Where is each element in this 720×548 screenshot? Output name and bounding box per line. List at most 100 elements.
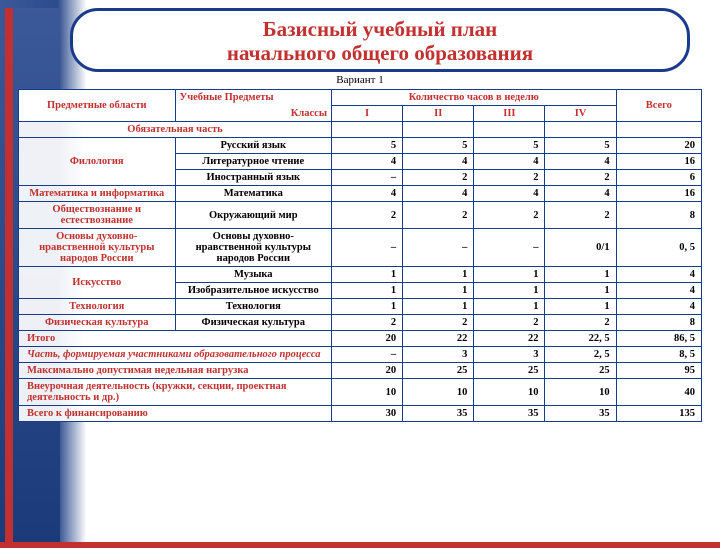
subject-cell: Физическая культура <box>175 315 332 331</box>
footer-label: Всего к финансированию <box>19 406 332 422</box>
footer-value: 3 <box>474 347 545 363</box>
footer-value: 30 <box>332 406 403 422</box>
area-cell: Обществознание и естествознание <box>19 202 176 229</box>
value-cell: 5 <box>332 138 403 154</box>
th-grade-1: I <box>332 106 403 122</box>
mandatory-section-label: Обязательная часть <box>19 122 332 138</box>
footer-value: 22 <box>403 331 474 347</box>
area-cell: Искусство <box>19 267 176 299</box>
value-cell: 16 <box>616 186 701 202</box>
empty-cell <box>332 122 403 138</box>
value-cell: 4 <box>616 283 701 299</box>
footer-value: 20 <box>332 363 403 379</box>
area-cell: Физическая культура <box>19 315 176 331</box>
subject-cell: Окружающий мир <box>175 202 332 229</box>
value-cell: 1 <box>403 267 474 283</box>
value-cell: 6 <box>616 170 701 186</box>
value-cell: 1 <box>332 283 403 299</box>
value-cell: 5 <box>545 138 616 154</box>
th-grade-3: III <box>474 106 545 122</box>
th-subjects-label: Учебные Предметы <box>180 92 274 103</box>
value-cell: 2 <box>332 315 403 331</box>
th-grade-4: IV <box>545 106 616 122</box>
footer-value: 22, 5 <box>545 331 616 347</box>
area-cell: Математика и информатика <box>19 186 176 202</box>
footer-value: 35 <box>403 406 474 422</box>
value-cell: 2 <box>403 170 474 186</box>
value-cell: 4 <box>545 186 616 202</box>
value-cell: – <box>474 229 545 267</box>
footer-value: 25 <box>474 363 545 379</box>
footer-value: 95 <box>616 363 701 379</box>
footer-label: Внеурочная деятельность (кружки, секции,… <box>19 379 332 406</box>
curriculum-table-wrap: Предметные области Учебные Предметы Клас… <box>18 89 702 422</box>
footer-value: 25 <box>403 363 474 379</box>
footer-value: 8, 5 <box>616 347 701 363</box>
table-head: Предметные области Учебные Предметы Клас… <box>19 90 702 122</box>
value-cell: 2 <box>474 315 545 331</box>
footer-label: Максимально допустимая недельная нагрузк… <box>19 363 332 379</box>
value-cell: 5 <box>474 138 545 154</box>
th-areas: Предметные области <box>19 90 176 122</box>
value-cell: 4 <box>474 154 545 170</box>
value-cell: 8 <box>616 202 701 229</box>
value-cell: 4 <box>403 186 474 202</box>
value-cell: 20 <box>616 138 701 154</box>
empty-cell <box>616 122 701 138</box>
subject-cell: Основы духовно-нравственной культуры нар… <box>175 229 332 267</box>
footer-value: 86, 5 <box>616 331 701 347</box>
empty-cell <box>545 122 616 138</box>
empty-cell <box>474 122 545 138</box>
footer-value: 10 <box>474 379 545 406</box>
value-cell: 5 <box>403 138 474 154</box>
title-line-1: Базисный учебный план <box>263 17 498 41</box>
value-cell: 0/1 <box>545 229 616 267</box>
subject-cell: Изобразительное искусство <box>175 283 332 299</box>
area-cell: Технология <box>19 299 176 315</box>
area-cell: Основы духовно-нравственной культуры нар… <box>19 229 176 267</box>
empty-cell <box>403 122 474 138</box>
value-cell: 8 <box>616 315 701 331</box>
value-cell: 1 <box>545 283 616 299</box>
value-cell: 4 <box>332 154 403 170</box>
value-cell: 4 <box>403 154 474 170</box>
value-cell: 2 <box>403 202 474 229</box>
curriculum-table: Предметные области Учебные Предметы Клас… <box>18 89 702 422</box>
th-grade-2: II <box>403 106 474 122</box>
th-classes-label: Классы <box>291 108 327 119</box>
area-cell: Филология <box>19 138 176 186</box>
footer-value: – <box>332 347 403 363</box>
value-cell: – <box>403 229 474 267</box>
value-cell: 2 <box>403 315 474 331</box>
title-banner: Базисный учебный план начального общего … <box>70 8 690 72</box>
th-subjects: Учебные Предметы Классы <box>175 90 332 122</box>
footer-value: 22 <box>474 331 545 347</box>
value-cell: 2 <box>474 202 545 229</box>
value-cell: 1 <box>403 283 474 299</box>
value-cell: 1 <box>545 267 616 283</box>
footer-value: 40 <box>616 379 701 406</box>
footer-value: 35 <box>474 406 545 422</box>
table-body: Обязательная частьФилологияРусский язык5… <box>19 122 702 422</box>
value-cell: 4 <box>545 154 616 170</box>
value-cell: 1 <box>403 299 474 315</box>
value-cell: 16 <box>616 154 701 170</box>
subject-cell: Русский язык <box>175 138 332 154</box>
value-cell: 1 <box>545 299 616 315</box>
th-total: Всего <box>616 90 701 122</box>
subject-cell: Музыка <box>175 267 332 283</box>
value-cell: 2 <box>474 170 545 186</box>
bottom-red-bar <box>0 542 720 548</box>
title-line-2: начального общего образования <box>227 41 533 65</box>
footer-value: 20 <box>332 331 403 347</box>
subject-cell: Литературное чтение <box>175 154 332 170</box>
value-cell: 4 <box>616 267 701 283</box>
value-cell: 0, 5 <box>616 229 701 267</box>
value-cell: 2 <box>332 202 403 229</box>
value-cell: – <box>332 229 403 267</box>
value-cell: 2 <box>545 170 616 186</box>
value-cell: 4 <box>474 186 545 202</box>
subject-cell: Иностранный язык <box>175 170 332 186</box>
footer-value: 3 <box>403 347 474 363</box>
value-cell: 1 <box>474 267 545 283</box>
